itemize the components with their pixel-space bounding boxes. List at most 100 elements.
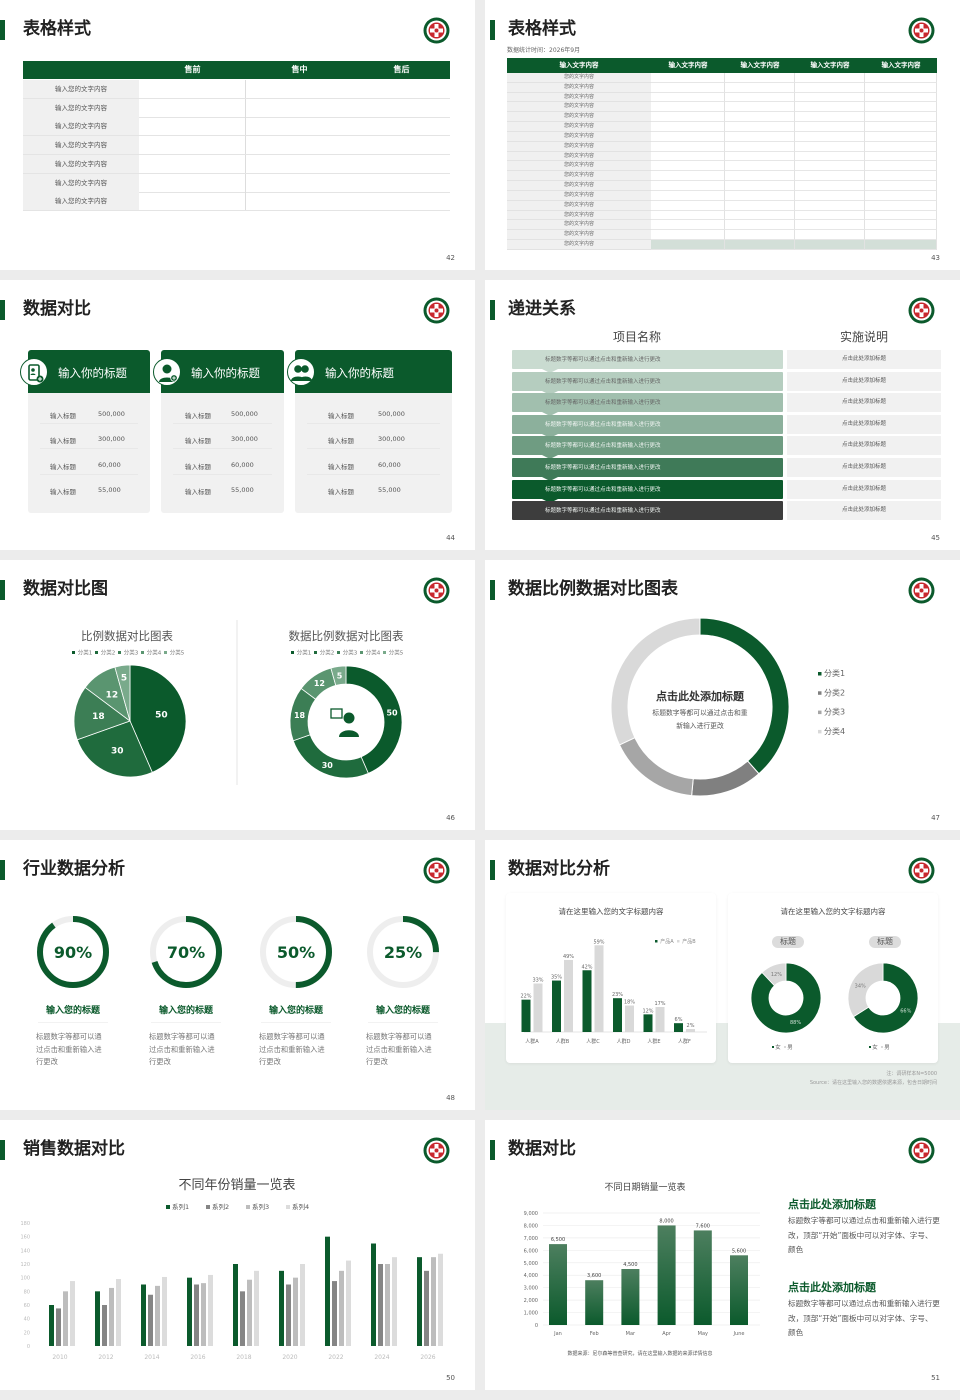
table-cell[interactable] bbox=[795, 240, 865, 250]
table-cell[interactable] bbox=[246, 155, 450, 173]
table-cell[interactable] bbox=[865, 161, 937, 172]
table-cell[interactable] bbox=[795, 200, 865, 211]
table-cell[interactable] bbox=[725, 131, 795, 142]
table-cell[interactable] bbox=[725, 190, 795, 201]
table-cell[interactable] bbox=[795, 82, 865, 93]
table-cell[interactable] bbox=[865, 171, 937, 182]
table-cell[interactable] bbox=[651, 151, 725, 162]
table-cell[interactable] bbox=[725, 240, 795, 250]
step-description-cell[interactable]: 点击此处添加标题 bbox=[787, 414, 941, 434]
table-cell[interactable] bbox=[246, 117, 450, 135]
table-cell[interactable] bbox=[651, 92, 725, 103]
table-cell[interactable] bbox=[795, 92, 865, 103]
table-cell[interactable] bbox=[795, 181, 865, 191]
step-description-cell[interactable]: 点击此处添加标题 bbox=[787, 350, 941, 369]
table-cell[interactable] bbox=[139, 192, 246, 211]
step-description-cell[interactable]: 点击此处添加标题 bbox=[787, 479, 941, 499]
table-cell[interactable] bbox=[795, 73, 865, 83]
table-cell[interactable] bbox=[139, 173, 246, 192]
table-cell[interactable] bbox=[865, 131, 937, 142]
table-cell[interactable] bbox=[725, 230, 795, 241]
table-cell[interactable] bbox=[865, 230, 937, 241]
table-cell[interactable] bbox=[246, 80, 450, 98]
step-description-cell[interactable]: 点击此处添加标题 bbox=[787, 393, 941, 413]
progression-step-bar[interactable] bbox=[512, 393, 783, 413]
table-cell[interactable] bbox=[725, 82, 795, 93]
table-cell[interactable] bbox=[725, 151, 795, 162]
table-cell[interactable] bbox=[725, 171, 795, 182]
table-cell[interactable] bbox=[246, 99, 450, 117]
table-cell[interactable] bbox=[651, 181, 725, 191]
progression-step-bar[interactable] bbox=[512, 436, 783, 456]
table-cell[interactable] bbox=[651, 220, 725, 231]
table-cell[interactable] bbox=[865, 190, 937, 201]
table-cell[interactable] bbox=[651, 73, 725, 83]
table-cell[interactable] bbox=[651, 240, 725, 250]
progression-step-bar[interactable] bbox=[512, 414, 783, 434]
table-cell[interactable] bbox=[139, 117, 246, 136]
table-cell[interactable] bbox=[246, 136, 450, 154]
table-cell[interactable] bbox=[651, 200, 725, 211]
table-cell[interactable] bbox=[865, 181, 937, 191]
table-cell[interactable] bbox=[725, 141, 795, 152]
progression-step-bar[interactable] bbox=[512, 479, 783, 499]
table-cell[interactable] bbox=[865, 200, 937, 211]
progression-step-bar[interactable] bbox=[512, 371, 783, 391]
block-heading[interactable]: 点击此处添加标题 bbox=[788, 1198, 876, 1211]
table-cell[interactable] bbox=[651, 141, 725, 152]
table-cell[interactable] bbox=[725, 102, 795, 113]
table-cell[interactable] bbox=[795, 220, 865, 231]
block-heading[interactable]: 点击此处添加标题 bbox=[788, 1281, 876, 1294]
table-cell[interactable] bbox=[865, 112, 937, 123]
table-cell[interactable] bbox=[865, 220, 937, 231]
table-cell[interactable] bbox=[795, 131, 865, 142]
progression-step-bar[interactable] bbox=[512, 350, 783, 369]
table-cell[interactable] bbox=[651, 82, 725, 93]
table-cell[interactable] bbox=[865, 82, 937, 93]
table-cell[interactable] bbox=[795, 230, 865, 241]
step-description-cell[interactable]: 点击此处添加标题 bbox=[787, 458, 941, 477]
table-cell[interactable] bbox=[865, 151, 937, 162]
table-cell[interactable] bbox=[651, 102, 725, 113]
table-cell[interactable] bbox=[865, 122, 937, 132]
table-cell[interactable] bbox=[246, 174, 450, 192]
table-cell[interactable] bbox=[865, 210, 937, 221]
table-cell[interactable] bbox=[795, 161, 865, 172]
table-cell[interactable] bbox=[651, 190, 725, 201]
step-description-cell[interactable]: 点击此处添加标题 bbox=[787, 436, 941, 456]
table-cell[interactable] bbox=[725, 92, 795, 103]
table-cell[interactable] bbox=[795, 102, 865, 113]
table-cell[interactable] bbox=[651, 112, 725, 123]
table-cell[interactable] bbox=[651, 210, 725, 221]
table-cell[interactable] bbox=[865, 240, 937, 250]
table-cell[interactable] bbox=[865, 92, 937, 103]
table-cell[interactable] bbox=[865, 73, 937, 83]
table-cell[interactable] bbox=[865, 102, 937, 113]
table-cell[interactable] bbox=[651, 122, 725, 132]
table-cell[interactable] bbox=[725, 200, 795, 211]
table-cell[interactable] bbox=[795, 141, 865, 152]
step-description-cell[interactable]: 点击此处添加标题 bbox=[787, 371, 941, 391]
table-cell[interactable] bbox=[725, 112, 795, 123]
table-cell[interactable] bbox=[139, 154, 246, 173]
table-cell[interactable] bbox=[725, 122, 795, 132]
table-cell[interactable] bbox=[865, 141, 937, 152]
table-cell[interactable] bbox=[139, 98, 246, 117]
table-cell[interactable] bbox=[651, 171, 725, 182]
table-cell[interactable] bbox=[795, 112, 865, 123]
table-cell[interactable] bbox=[139, 80, 246, 98]
table-cell[interactable] bbox=[725, 220, 795, 231]
table-cell[interactable] bbox=[651, 131, 725, 142]
table-cell[interactable] bbox=[725, 161, 795, 172]
progression-step-bar[interactable] bbox=[512, 458, 783, 477]
table-cell[interactable] bbox=[651, 230, 725, 241]
table-cell[interactable] bbox=[651, 161, 725, 172]
table-cell[interactable] bbox=[795, 122, 865, 132]
table-cell[interactable] bbox=[795, 190, 865, 201]
table-cell[interactable] bbox=[725, 181, 795, 191]
table-cell[interactable] bbox=[139, 136, 246, 155]
step-description-cell[interactable]: 点击此处添加标题 bbox=[787, 501, 941, 521]
table-cell[interactable] bbox=[795, 151, 865, 162]
table-cell[interactable] bbox=[725, 73, 795, 83]
table-cell[interactable] bbox=[246, 192, 450, 210]
